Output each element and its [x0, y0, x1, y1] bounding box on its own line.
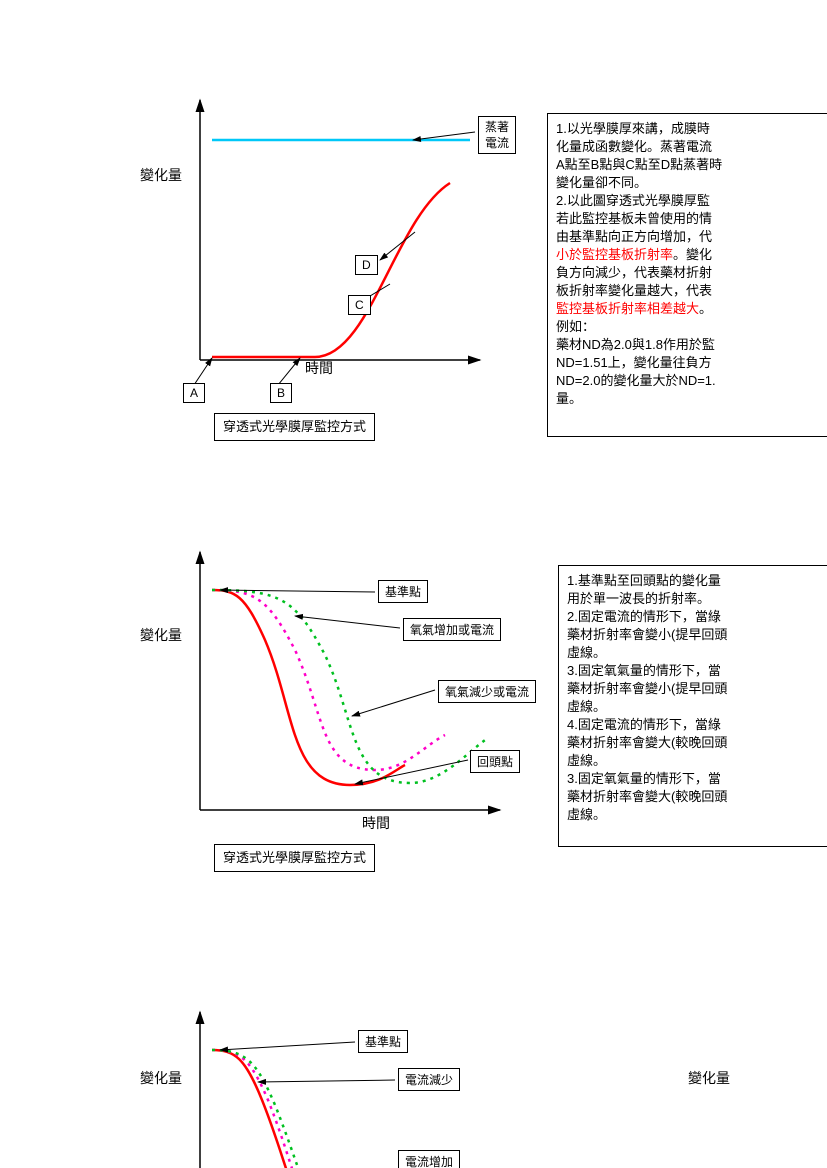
desc2-line: 1.基準點至回頭點的變化量 — [567, 572, 827, 590]
chart1-svg — [0, 0, 520, 430]
desc2-line: 藥材折射率會變小(提早回頭 — [567, 626, 827, 644]
desc2-line: 3.固定氧氣量的情形下，當 — [567, 662, 827, 680]
chart1-point-D: D — [355, 255, 378, 275]
chart1-caption: 穿透式光學膜厚監控方式 — [214, 413, 375, 441]
desc1-line: 化量成函數變化。蒸著電流 — [556, 138, 827, 156]
chart2-callout-base: 基準點 — [378, 580, 428, 603]
desc1-line: 例如： — [556, 318, 827, 336]
desc2-line: 虛線。 — [567, 752, 827, 770]
chart2-callout-turn: 回頭點 — [470, 750, 520, 773]
desc1-line: 藥材ND為2.0與1.8作用於監 — [556, 336, 827, 354]
chart2-caption: 穿透式光學膜厚監控方式 — [214, 844, 375, 872]
desc2-line: 藥材折射率會變大(較晚回頭 — [567, 788, 827, 806]
desc2-line: 虛線。 — [567, 806, 827, 824]
desc1-line: 1.以光學膜厚來講，成膜時 — [556, 120, 827, 138]
desc1-line: 監控基板折射率相差越大。 — [556, 300, 827, 318]
desc1-line: 若此監控基板未曾使用的情 — [556, 210, 827, 228]
chart3-svg — [0, 1000, 560, 1168]
desc1-line: 負方向減少，代表藥材折射 — [556, 264, 827, 282]
chart1-callout-current: 蒸著 電流 — [478, 116, 516, 154]
desc1-line: 由基準點向正方向增加，代 — [556, 228, 827, 246]
chart2-callout-oxy-down: 氧氣減少或電流 — [438, 680, 536, 703]
desc2-line: 2.固定電流的情形下，當綠 — [567, 608, 827, 626]
chart3-callout-base: 基準點 — [358, 1030, 408, 1053]
desc2-line: 虛線。 — [567, 698, 827, 716]
desc1-line: ND=1.51上，變化量往負方 — [556, 354, 827, 372]
desc2-line: 用於單一波長的折射率。 — [567, 590, 827, 608]
chart1-callout-current-text: 蒸著 電流 — [485, 120, 509, 150]
desc1-line: 量。 — [556, 390, 827, 408]
desc1-line: 小於監控基板折射率。變化 — [556, 246, 827, 264]
desc2-line: 藥材折射率會變大(較晚回頭 — [567, 734, 827, 752]
chart1-description: 1.以光學膜厚來講，成膜時化量成函數變化。蒸著電流A點至B點與C點至D點蒸著時變… — [547, 113, 827, 437]
desc1-line: 板折射率變化量越大，代表 — [556, 282, 827, 300]
chart1-point-B: B — [270, 383, 292, 403]
chart2-description: 1.基準點至回頭點的變化量用於單一波長的折射率。2.固定電流的情形下，當綠藥材折… — [558, 565, 827, 847]
chart1-point-A: A — [183, 383, 205, 403]
chart3-ylabel-right: 變化量 — [688, 1068, 730, 1088]
desc2-line: 3.固定氧氣量的情形下，當 — [567, 770, 827, 788]
chart3-callout-cur-up: 電流增加 — [398, 1150, 460, 1168]
chart3-callout-cur-down: 電流減少 — [398, 1068, 460, 1091]
desc2-line: 藥材折射率會變小(提早回頭 — [567, 680, 827, 698]
desc1-line: 變化量卻不同。 — [556, 174, 827, 192]
desc1-line: ND=2.0的變化量大於ND=1. — [556, 372, 827, 390]
desc2-line: 虛線。 — [567, 644, 827, 662]
chart1-point-C: C — [348, 295, 371, 315]
desc2-line: 4.固定電流的情形下，當綠 — [567, 716, 827, 734]
chart2-callout-oxy-up: 氧氣增加或電流 — [403, 618, 501, 641]
desc1-line: A點至B點與C點至D點蒸著時 — [556, 156, 827, 174]
desc1-line: 2.以此圖穿透式光學膜厚監 — [556, 192, 827, 210]
